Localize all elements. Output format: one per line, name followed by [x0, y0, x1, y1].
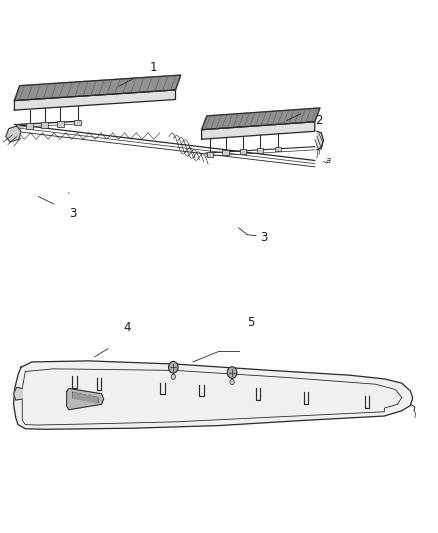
Text: 3: 3 [69, 207, 76, 220]
Polygon shape [14, 361, 413, 429]
Circle shape [169, 361, 178, 373]
Polygon shape [67, 389, 104, 410]
Polygon shape [14, 90, 176, 110]
Text: 4: 4 [123, 321, 131, 334]
FancyBboxPatch shape [240, 149, 246, 154]
Text: 5: 5 [247, 316, 254, 329]
Polygon shape [14, 387, 22, 400]
Text: 2: 2 [315, 114, 322, 127]
Polygon shape [201, 122, 315, 139]
Circle shape [227, 367, 237, 378]
FancyBboxPatch shape [74, 120, 81, 125]
Circle shape [230, 379, 234, 385]
Text: 3: 3 [260, 231, 268, 244]
FancyBboxPatch shape [223, 150, 229, 155]
Circle shape [171, 374, 176, 379]
Polygon shape [73, 393, 98, 403]
FancyBboxPatch shape [42, 122, 48, 127]
Polygon shape [201, 108, 320, 130]
FancyBboxPatch shape [207, 152, 213, 157]
FancyBboxPatch shape [275, 147, 281, 151]
Polygon shape [14, 75, 181, 101]
Text: 1: 1 [149, 61, 157, 74]
FancyBboxPatch shape [26, 123, 33, 128]
Text: a: a [325, 156, 331, 165]
FancyBboxPatch shape [57, 121, 64, 126]
Polygon shape [317, 131, 323, 150]
FancyBboxPatch shape [257, 148, 263, 153]
Polygon shape [6, 126, 21, 142]
